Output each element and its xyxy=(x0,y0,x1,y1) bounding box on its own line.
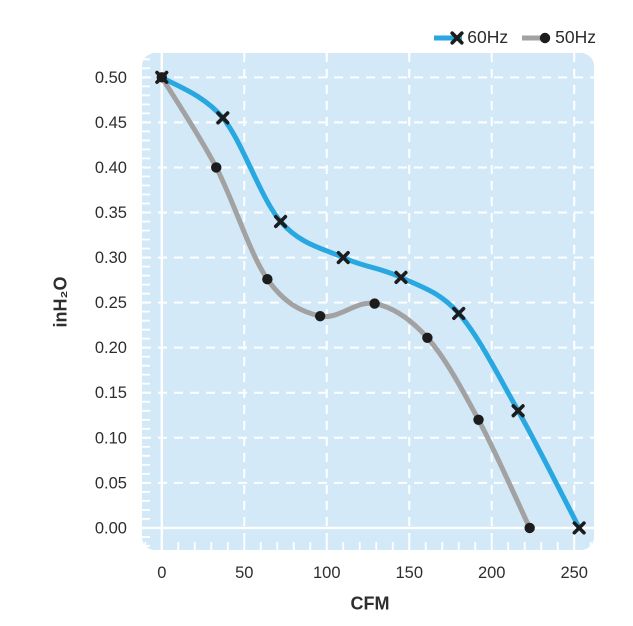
y-tick-label: 0.40 xyxy=(95,159,127,177)
series-curves xyxy=(155,70,586,535)
y-tick-label: 0.35 xyxy=(95,204,127,222)
legend-item-60hz: 60Hz xyxy=(433,27,509,47)
data-point-x-marker xyxy=(450,31,464,45)
data-point-circle-marker xyxy=(422,332,433,343)
gridlines xyxy=(142,53,594,550)
data-point-circle-marker xyxy=(262,273,273,285)
y-tick-label: 0.30 xyxy=(95,249,127,267)
x-tick-label: 150 xyxy=(395,564,423,582)
data-point-x-marker xyxy=(511,404,525,418)
y-tick-label: 0.50 xyxy=(95,69,127,87)
legend-swatch-60hz-icon xyxy=(434,31,464,45)
y-tick-label: 0.20 xyxy=(95,339,127,357)
y-axis-title: inH₂O xyxy=(50,276,71,328)
data-point-x-marker xyxy=(452,306,466,321)
data-point-circle-marker xyxy=(539,32,551,43)
y-tick-label: 0.00 xyxy=(95,519,127,537)
x-tick-label: 200 xyxy=(478,564,506,582)
x-tick-label: 0 xyxy=(157,564,166,582)
y-tick-label: 0.25 xyxy=(95,294,127,312)
data-point-circle-marker xyxy=(524,522,535,534)
data-point-circle-marker xyxy=(369,298,380,309)
x-tick-label: 250 xyxy=(560,564,588,582)
x-tick-label: 50 xyxy=(235,564,253,582)
y-tick-label: 0.10 xyxy=(95,429,127,447)
y-tick-label: 0.15 xyxy=(95,384,127,402)
data-point-x-marker xyxy=(216,111,230,125)
y-tick-label: 0.05 xyxy=(95,474,127,492)
data-point-x-marker xyxy=(394,270,408,284)
data-point-x-marker xyxy=(336,250,350,265)
tick-labels: 0.50 0.45 0.40 0.35 0.30 0.25 0.20 0.15 0.10 0.05… xyxy=(95,69,588,582)
data-point-x-marker xyxy=(572,521,586,535)
minor-ticks xyxy=(142,58,592,550)
legend: 60Hz 50Hz xyxy=(433,27,596,47)
data-point-x-marker xyxy=(273,214,288,229)
legend-label-60hz: 60Hz xyxy=(467,27,509,47)
y-tick-label: 0.45 xyxy=(95,114,127,132)
data-point-x-marker xyxy=(155,70,169,84)
data-point-circle-marker xyxy=(314,310,326,322)
markers-60hz xyxy=(155,70,586,535)
x-tick-label: 100 xyxy=(313,564,341,582)
data-point-circle-marker xyxy=(473,414,484,425)
data-point-circle-marker xyxy=(211,162,222,173)
legend-label-50hz: 50Hz xyxy=(555,27,596,47)
x-axis-title: CFM xyxy=(350,593,390,614)
legend-swatch-50hz-icon xyxy=(522,32,551,43)
legend-item-50hz: 50Hz xyxy=(521,27,596,47)
